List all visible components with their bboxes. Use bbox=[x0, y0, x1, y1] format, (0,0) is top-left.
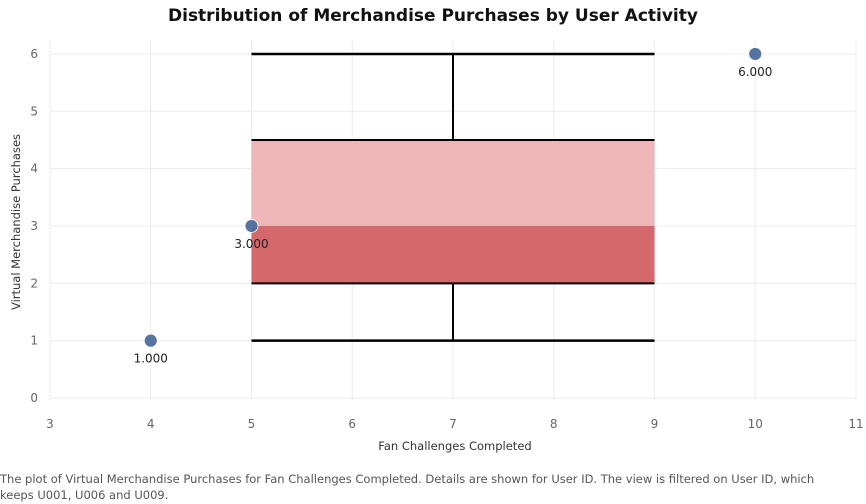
chart-title: Distribution of Merchandise Purchases by… bbox=[168, 6, 698, 26]
x-tick-label: 4 bbox=[147, 417, 155, 431]
x-tick-label: 6 bbox=[348, 417, 356, 431]
y-axis-ticks: 0 1 2 3 4 5 6 bbox=[30, 47, 38, 405]
chart-caption: The plot of Virtual Merchandise Purchase… bbox=[0, 472, 815, 502]
box-plot bbox=[251, 52, 655, 342]
data-point[interactable] bbox=[748, 47, 763, 61]
x-tick-label: 3 bbox=[46, 417, 54, 431]
scatter-box-chart: 1.000 3.000 6.000 3 4 5 6 7 8 9 10 11 0 1 2 3 4 5 6 Fan … bbox=[9, 40, 864, 453]
data-label: 6.000 bbox=[738, 65, 772, 79]
x-axis-ticks: 3 4 5 6 7 8 9 10 11 bbox=[46, 417, 863, 431]
data-point[interactable] bbox=[143, 333, 158, 348]
y-tick-label: 4 bbox=[30, 162, 38, 176]
x-tick-label: 8 bbox=[550, 417, 558, 431]
x-tick-label: 10 bbox=[748, 417, 763, 431]
box-lower-quartile bbox=[251, 225, 655, 284]
y-tick-label: 2 bbox=[30, 276, 38, 290]
x-tick-label: 9 bbox=[651, 417, 659, 431]
data-point[interactable] bbox=[244, 219, 259, 233]
box-upper-quartile bbox=[251, 139, 655, 226]
y-tick-label: 3 bbox=[30, 219, 38, 233]
data-label: 1.000 bbox=[134, 352, 168, 366]
x-tick-label: 5 bbox=[248, 417, 256, 431]
data-points: 1.000 3.000 6.000 bbox=[134, 47, 772, 366]
x-tick-label: 7 bbox=[449, 417, 457, 431]
y-axis-title: Virtual Merchandise Purchases bbox=[9, 134, 23, 310]
y-tick-label: 6 bbox=[30, 47, 38, 61]
y-tick-label: 5 bbox=[30, 104, 38, 118]
x-axis-title: Fan Challenges Completed bbox=[378, 439, 531, 453]
y-tick-label: 1 bbox=[30, 334, 38, 348]
data-label: 3.000 bbox=[234, 237, 268, 251]
y-tick-label: 0 bbox=[30, 391, 38, 405]
x-tick-label: 11 bbox=[848, 417, 863, 431]
